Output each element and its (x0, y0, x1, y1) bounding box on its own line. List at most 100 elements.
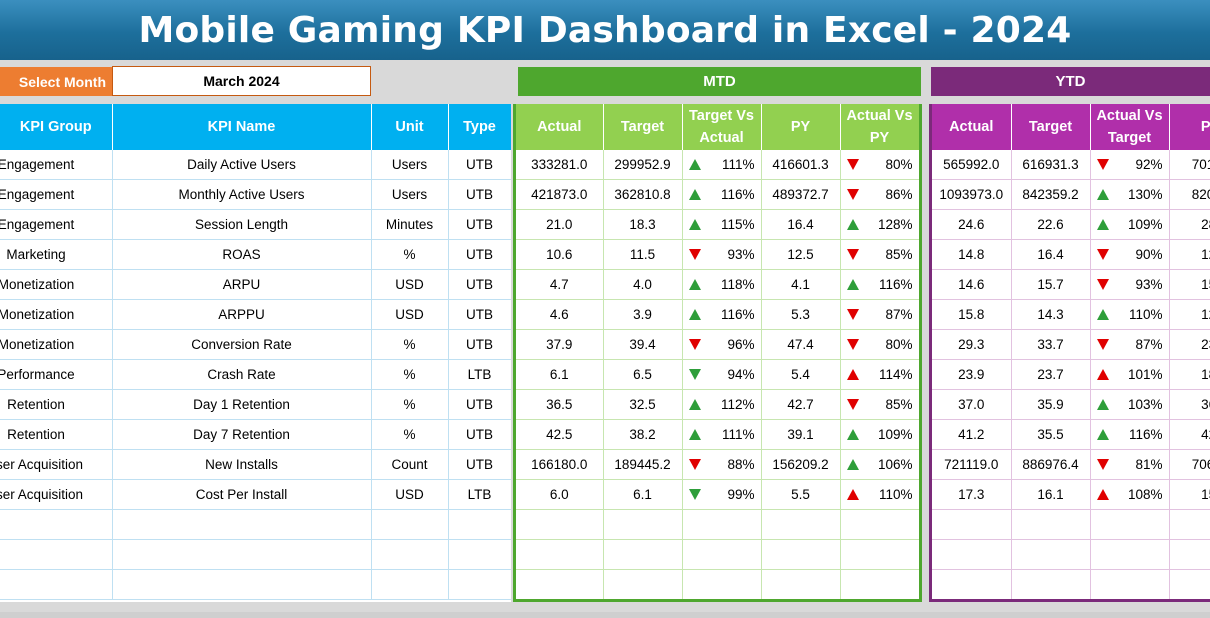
table-row: Monetization Conversion Rate% UTB (0, 329, 511, 360)
table-row: Monetization ARPPU USD UTB (0, 299, 511, 330)
down-arrow-icon (688, 248, 701, 260)
table-row: Engagement Session Length Minutes UTB (0, 209, 511, 240)
table-row: 14.816.4 90% 12. (932, 239, 1210, 270)
table-row: 21.0 18.3 115% 16.4 128% (516, 209, 919, 240)
ytd-banner: YTD (931, 67, 1210, 96)
indicator-value: 106% (877, 456, 913, 472)
indicator-value: 93% (1135, 276, 1163, 292)
table-row: 166180.0 189445.2 88% 156209.2 106% (516, 449, 919, 480)
table-row: Marketing ROAS% UTB (0, 239, 511, 270)
empty-cell (1011, 509, 1091, 540)
kpi-type-cell: UTB (448, 269, 511, 300)
empty-cell (0, 539, 113, 570)
mtd-py-cell: 5.4 (761, 359, 841, 390)
mtd-actual-vs-py-cell: 85% (840, 389, 919, 420)
indicator-value: 87% (885, 306, 913, 322)
empty-cell (932, 539, 1012, 570)
empty-cell (840, 569, 919, 599)
kpi-name-cell: Crash Rate (112, 359, 372, 390)
down-arrow-icon (1096, 278, 1109, 290)
down-arrow-icon (846, 398, 859, 410)
indicator-group: 99% (688, 487, 755, 502)
indicator-group: 106% (846, 456, 913, 472)
select-month-dropdown[interactable]: March 2024 (112, 66, 371, 96)
mtd-target-cell: 6.5 (603, 359, 683, 390)
kpi-group-cell: Monetization (0, 269, 113, 300)
indicator-group: 103% (1096, 397, 1163, 412)
empty-row (516, 509, 919, 540)
indicator-group: 93% (688, 247, 755, 262)
indicator-value: 128% (877, 216, 913, 232)
mtd-target-vs-actual-cell: 94% (682, 359, 762, 390)
mtd-target-cell: 189445.2 (603, 449, 683, 480)
kpi-type-cell: LTB (448, 359, 511, 390)
indicator-value: 92% (1135, 156, 1163, 172)
empty-cell (682, 509, 762, 540)
kpi-group: Retention (7, 397, 65, 412)
empty-row (0, 509, 511, 540)
ytd-column-header: Actual (932, 104, 1012, 150)
mtd-target-cell: 11.5 (603, 239, 683, 270)
empty-cell (448, 509, 511, 540)
ytd-column-header: Actual Vs Target (1090, 104, 1170, 150)
kpi-group: Performance (0, 367, 75, 382)
kpi-type-cell: UTB (448, 449, 511, 480)
mtd-column-header: PY (761, 104, 841, 150)
empty-cell (516, 569, 604, 599)
mtd-actual-vs-py-cell: 128% (840, 209, 919, 240)
table-row: Performance Crash Rate% LTB (0, 359, 511, 390)
indicator-value: 111% (721, 426, 755, 442)
indicator-value: 112% (720, 396, 755, 412)
kpi-column-header: KPI Group (0, 104, 113, 150)
empty-cell (516, 509, 604, 540)
empty-cell (932, 569, 1012, 599)
down-arrow-icon (846, 338, 859, 350)
mtd-actual-cell: 36.5 (516, 389, 604, 420)
table-row: 4.6 3.9 116% 5.3 87% (516, 299, 919, 330)
indicator-value: 130% (1127, 186, 1163, 202)
empty-cell (1169, 569, 1210, 599)
kpi-type-cell: UTB (448, 179, 511, 210)
mtd-target-vs-actual-cell: 118% (682, 269, 762, 300)
empty-cell (761, 509, 841, 540)
mtd-actual-cell: 166180.0 (516, 449, 604, 480)
kpi-info-panel: KPI Group KPI Name Unit Type Engagement Dail… (0, 104, 511, 602)
indicator-group: 114% (846, 367, 913, 382)
ytd-target-cell: 16.4 (1011, 239, 1091, 270)
indicator-group: 111% (688, 426, 755, 442)
mtd-target-vs-actual-cell: 111% (682, 150, 762, 180)
up-arrow-icon (1096, 428, 1109, 440)
up-arrow-icon (1096, 308, 1109, 320)
ytd-py-cell: 70182 (1169, 150, 1210, 180)
ytd-py-cell: 12. (1169, 239, 1210, 270)
table-row: 29.333.7 87% 23. (932, 329, 1210, 360)
kpi-name-cell: ROAS (112, 239, 372, 270)
ytd-target-cell: 15.7 (1011, 269, 1091, 300)
mtd-actual-cell: 421873.0 (516, 179, 604, 210)
indicator-value: 96% (727, 336, 755, 352)
mtd-panel: Actual Target Target Vs Actual PY Actual Vs … (513, 104, 922, 602)
indicator-group: 90% (1096, 246, 1163, 262)
kpi-unit-cell: Users (371, 150, 449, 180)
up-arrow-icon (688, 308, 701, 320)
kpi-name-cell: Day 7 Retention (112, 419, 372, 450)
indicator-group: 128% (846, 216, 913, 232)
indicator-group: 109% (1096, 217, 1163, 232)
indicator-group: 130% (1096, 186, 1163, 202)
kpi-group: Retention (7, 427, 65, 442)
table-row: 37.9 39.4 96% 47.4 80% (516, 329, 919, 360)
indicator-group: 111% (688, 157, 755, 172)
up-arrow-icon (1096, 368, 1109, 380)
table-row: 41.235.5 116% 42. (932, 419, 1210, 450)
indicator-group: 118% (688, 277, 755, 292)
mtd-target-cell: 39.4 (603, 329, 683, 360)
ytd-actual-vs-target-cell: 93% (1090, 269, 1170, 300)
indicator-value: 90% (1135, 246, 1163, 262)
empty-cell (932, 509, 1012, 540)
empty-row (0, 539, 511, 570)
ytd-py-cell: 70665 (1169, 449, 1210, 480)
ytd-actual-cell: 41.2 (932, 419, 1012, 450)
